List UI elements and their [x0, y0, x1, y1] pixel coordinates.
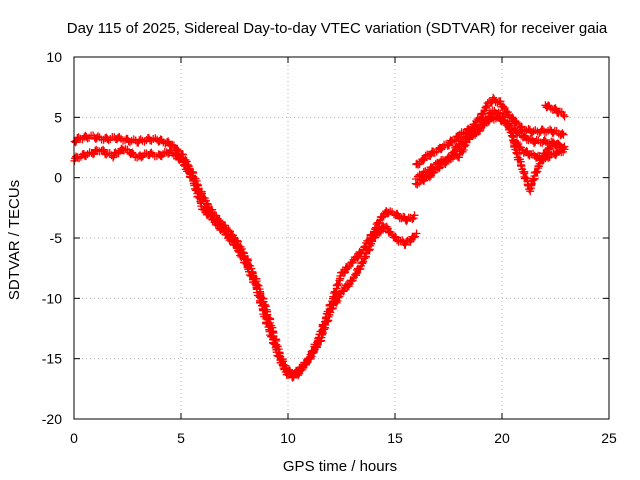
series-track-evening-dip	[508, 136, 567, 196]
series-markers	[412, 106, 569, 183]
x-tick-label: 25	[601, 430, 617, 446]
series-track-evening-upper	[412, 93, 568, 169]
x-axis-title: GPS time / hours	[283, 458, 397, 475]
series-markers	[541, 101, 569, 121]
grid-lines	[74, 57, 609, 419]
x-tick-label: 0	[70, 430, 78, 446]
y-tick-label: -20	[42, 411, 62, 427]
y-tick-label: -5	[50, 230, 63, 246]
series-track-late	[541, 101, 569, 121]
y-tick-label: 10	[46, 49, 62, 65]
chart-title: Day 115 of 2025, Sidereal Day-to-day VTE…	[67, 20, 608, 37]
y-tick-label: 0	[54, 170, 62, 186]
x-tick-label: 20	[494, 430, 510, 446]
series-markers	[508, 136, 567, 196]
y-axis-title: SDTVAR / TECUs	[6, 180, 23, 300]
axis-ticks: 0 5 10 15 20 25 -20 -15 -10 -5 0 5 10	[42, 49, 617, 446]
series-markers	[412, 93, 568, 169]
x-tick-label: 15	[387, 430, 403, 446]
series-track-lower	[70, 144, 421, 382]
data-series	[70, 93, 569, 382]
y-tick-label: 5	[54, 109, 62, 125]
y-tick-label: -10	[42, 290, 62, 306]
x-tick-label: 10	[280, 430, 296, 446]
y-tick-label: -15	[42, 351, 62, 367]
x-tick-label: 5	[177, 430, 185, 446]
series-track-evening-third	[412, 106, 569, 183]
series-markers	[70, 144, 421, 382]
